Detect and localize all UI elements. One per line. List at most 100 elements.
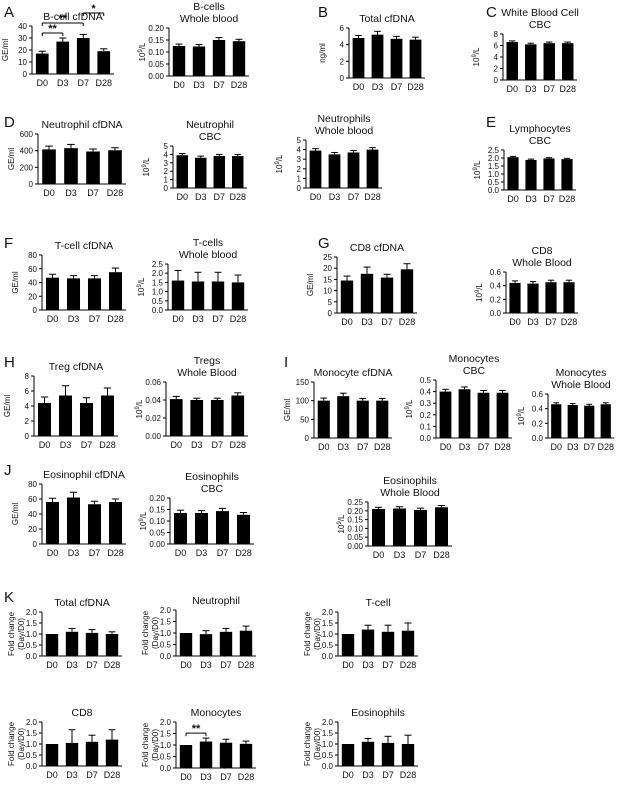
y-tick-label: 4: [25, 402, 30, 411]
significance-label: **: [58, 13, 67, 25]
y-tick-label: 4: [340, 41, 345, 50]
y-tick-label: 0.5: [160, 753, 172, 762]
x-tick-label: D3: [196, 548, 208, 558]
y-tick-label: 8: [25, 372, 30, 381]
y-tick-label: 80: [28, 480, 37, 489]
y-tick-label: 2.5: [152, 260, 164, 269]
bar-d3: [199, 634, 213, 656]
y-tick-label: 2: [164, 167, 169, 176]
chart-8-lymphocytes-cbc: Lymphocytes CBC 0.00.51.01.52.02.5 109/L D0 D…: [473, 123, 576, 204]
y-tick-label: 2: [297, 165, 302, 174]
bar-d0: [176, 155, 188, 188]
y-tick-label: 0.00: [347, 542, 363, 551]
y-tick-label: 1.5: [322, 619, 334, 628]
y-tick-label: 0.0: [152, 306, 164, 315]
chart-title: CD8 cfDNA: [350, 242, 404, 254]
chart-2-b-cells-whole-blood: B-cells Whole blood 0.00 0.05 0.10 0.15 0.2010…: [138, 1, 249, 90]
bar-d3: [392, 508, 407, 546]
x-tick-label: D7: [89, 314, 101, 324]
y-tick-label: 80: [28, 251, 37, 260]
bar-d3: [527, 283, 539, 313]
bar-d3: [56, 41, 70, 74]
y-tick-label: 20: [28, 525, 37, 534]
y-tick-label: 0.2: [532, 419, 544, 428]
bar-d3: [199, 741, 213, 768]
bar-d28: [409, 39, 422, 78]
chart-title: B-cells Whole blood: [180, 1, 239, 25]
chart-title: White Blood Cell CBC: [501, 7, 579, 31]
bar-d0: [179, 633, 193, 656]
y-axis-label: GE/ml: [3, 395, 12, 417]
y-tick-label: 0.20: [149, 494, 165, 503]
y-tick-label: 1: [297, 174, 302, 183]
x-tick-label: D3: [361, 317, 373, 327]
chart-title: Monocytes: [191, 707, 242, 719]
bar-d28: [100, 395, 115, 436]
y-tick-label: 0.0: [322, 762, 334, 771]
y-tick-label: 0: [297, 184, 302, 193]
bar-d7: [584, 405, 595, 438]
x-tick-label: D28: [400, 770, 417, 780]
bar-d7: [543, 158, 555, 190]
y-tick-label: 0: [33, 306, 38, 315]
bar-d28: [97, 51, 111, 74]
chart-9-t-cell-cfdna: T-cell cfDNA 0 20 40 60 80 GE/ml D0 D3 D7 D28: [11, 240, 126, 324]
y-tick-label: 2.0: [322, 718, 334, 727]
y-tick-label: 30: [18, 34, 27, 43]
chart-title: T-cells Whole blood: [179, 237, 238, 261]
bar-d3: [194, 512, 209, 544]
x-tick-label: D3: [193, 80, 205, 90]
y-tick-label: 0.00: [148, 72, 164, 81]
y-tick-label: 2: [340, 57, 345, 66]
x-tick-label: D0: [353, 82, 365, 92]
bar-d0: [42, 149, 56, 184]
y-tick-label: 0.02: [145, 414, 161, 423]
x-tick-label: D3: [192, 314, 204, 324]
x-tick-label: D3: [60, 440, 72, 450]
x-tick-label: D28: [230, 314, 247, 324]
y-tick-label: 1.5: [322, 729, 334, 738]
x-tick-label: D0: [47, 314, 59, 324]
bar-d7: [413, 509, 428, 546]
bar-d28: [232, 41, 246, 76]
chart-15-monocyte-cfdna: Monocyte cfDNA 0 50 100 150 GE/ml D0 D3 D7 D28: [283, 367, 392, 452]
y-tick-label: 5: [328, 298, 333, 307]
bar-d0: [45, 502, 60, 544]
x-tick-label: D0: [506, 84, 518, 94]
y-tick-label: 600: [20, 130, 34, 139]
chart-10-t-cells-whole-blood: T-cells Whole blood 0.00.51.01.52.02.5 109/…: [137, 237, 248, 324]
bar-d0: [171, 280, 185, 310]
chart-4-white-blood-cell-cbc: White Blood Cell CBC 0 2 4 6 8 109/L D0 D3 D7 D28: [472, 7, 579, 94]
y-tick-label: 0.05: [148, 60, 164, 69]
x-tick-label: D28: [238, 660, 255, 670]
y-tick-label: 0.0: [532, 434, 544, 443]
y-tick-label: 6: [25, 387, 30, 396]
bar-d3: [567, 405, 578, 438]
x-tick-label: D0: [47, 548, 59, 558]
y-tick-label: 1.0: [322, 740, 334, 749]
panel-label-k: K: [4, 589, 14, 606]
y-tick-label: 0.15: [149, 506, 165, 515]
x-tick-label: D7: [87, 188, 99, 198]
y-tick-label: 0.3: [420, 399, 432, 408]
chart-title: Lymphocytes CBC: [509, 123, 570, 147]
y-tick-label: 0.5: [26, 751, 38, 760]
y-tick-label: 0: [25, 432, 30, 441]
y-tick-label: 0.2: [490, 295, 502, 304]
y-axis-label: 109/L: [135, 399, 144, 418]
chart-title: Neutrophil cfDNA: [41, 119, 122, 131]
bar-d7: [219, 742, 233, 768]
bar-d28: [105, 739, 119, 766]
y-tick-label: 0.10: [347, 524, 363, 533]
x-tick-label: D3: [191, 440, 203, 450]
y-axis-label: 109/L: [517, 406, 526, 425]
chart-title: Total cfDNA: [359, 13, 414, 25]
chart-title: Eosinophils CBC: [185, 471, 239, 495]
x-tick-label: D28: [433, 550, 450, 560]
y-tick-label: 0.6: [532, 390, 544, 399]
bar-d7: [76, 38, 90, 74]
y-tick-label: 0.2: [420, 411, 432, 420]
y-tick-label: 0.04: [145, 396, 161, 405]
x-tick-label: D0: [550, 442, 562, 452]
